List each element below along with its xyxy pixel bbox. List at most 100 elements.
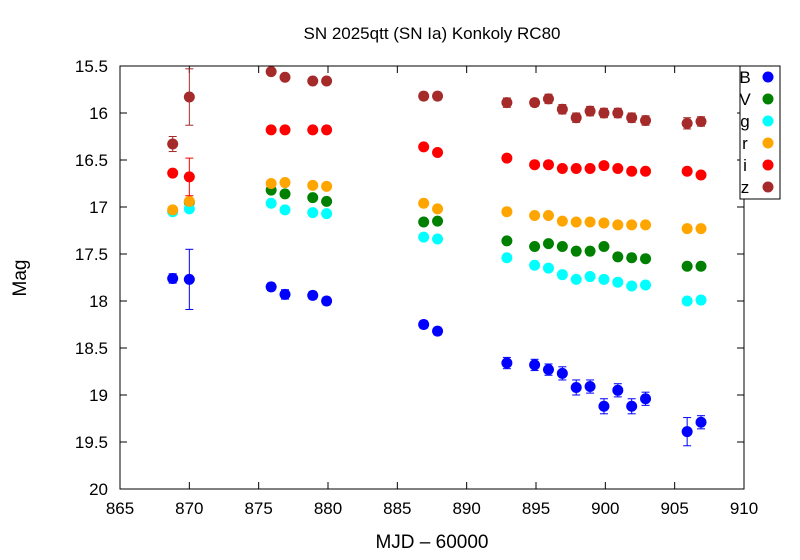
data-point — [501, 206, 513, 218]
data-point — [612, 384, 624, 396]
y-tick-label: 19.5 — [75, 433, 108, 452]
data-point — [279, 188, 291, 200]
data-point — [529, 209, 541, 221]
data-point — [542, 238, 554, 250]
x-tick-label: 875 — [244, 499, 272, 518]
data-point — [542, 262, 554, 274]
data-point — [681, 165, 693, 177]
data-point — [432, 203, 444, 215]
data-point — [570, 216, 582, 228]
data-point — [183, 195, 195, 207]
data-point — [167, 138, 179, 150]
x-tick-label: 870 — [175, 499, 203, 518]
x-tick-label: 890 — [452, 499, 480, 518]
x-tick-label: 895 — [522, 499, 550, 518]
data-point — [279, 204, 291, 216]
data-point — [183, 171, 195, 183]
y-tick-label: 19 — [89, 386, 108, 405]
data-point — [612, 276, 624, 288]
data-point — [432, 325, 444, 337]
data-point — [279, 124, 291, 136]
data-point — [279, 288, 291, 300]
data-point — [584, 245, 596, 257]
data-point — [695, 223, 707, 235]
data-point — [432, 146, 444, 158]
data-point — [626, 165, 638, 177]
y-tick-label: 17 — [89, 198, 108, 217]
data-point — [501, 152, 513, 164]
data-point — [307, 75, 319, 87]
data-point — [542, 93, 554, 105]
data-point — [640, 393, 652, 405]
data-point — [307, 192, 319, 204]
data-point — [321, 295, 333, 307]
y-tick-label: 15.5 — [75, 57, 108, 76]
y-tick-label: 17.5 — [75, 245, 108, 264]
data-point — [183, 203, 195, 215]
data-point — [501, 252, 513, 264]
data-point — [418, 141, 430, 153]
data-point — [542, 159, 554, 171]
data-point — [681, 223, 693, 235]
data-point — [556, 367, 568, 379]
x-tick-label: 885 — [383, 499, 411, 518]
x-axis-label: MJD – 60000 — [375, 532, 488, 553]
data-point — [640, 253, 652, 265]
data-point — [640, 219, 652, 231]
x-tick-label: 865 — [106, 499, 134, 518]
data-point — [279, 177, 291, 189]
legend-marker — [762, 71, 774, 83]
data-point — [529, 159, 541, 171]
data-point — [681, 295, 693, 307]
chart-title: SN 2025qtt (SN Ia) Konkoly RC80 — [303, 24, 560, 43]
legend-label: z — [741, 178, 750, 197]
data-point — [584, 271, 596, 283]
series-r — [167, 177, 707, 235]
data-series — [167, 66, 707, 447]
x-tick-label: 910 — [730, 499, 758, 518]
data-point — [167, 204, 179, 216]
y-tick-label: 16.5 — [75, 151, 108, 170]
x-tick-label: 905 — [660, 499, 688, 518]
data-point — [626, 400, 638, 412]
legend-marker — [762, 93, 774, 105]
data-point — [265, 281, 277, 293]
data-point — [598, 107, 610, 119]
data-point — [695, 169, 707, 181]
legend-marker — [762, 115, 774, 127]
y-tick-label: 18.5 — [75, 339, 108, 358]
y-tick-label: 18 — [89, 292, 108, 311]
data-point — [640, 115, 652, 127]
data-point — [265, 124, 277, 136]
data-point — [570, 245, 582, 257]
data-point — [501, 357, 513, 369]
data-point — [612, 251, 624, 263]
data-point — [598, 217, 610, 229]
data-point — [418, 231, 430, 243]
data-point — [695, 416, 707, 428]
data-point — [556, 103, 568, 115]
data-point — [321, 180, 333, 192]
data-point — [321, 124, 333, 136]
data-point — [584, 216, 596, 228]
data-point — [640, 279, 652, 291]
y-axis-label: Mag — [10, 260, 31, 297]
data-point — [584, 105, 596, 117]
data-point — [265, 66, 277, 78]
data-point — [501, 235, 513, 247]
data-point — [584, 381, 596, 393]
data-point — [570, 112, 582, 124]
data-point — [321, 75, 333, 87]
x-tick-label: 880 — [314, 499, 342, 518]
series-B — [167, 248, 707, 447]
data-point — [626, 219, 638, 231]
legend-label: g — [740, 112, 749, 131]
data-point — [626, 112, 638, 124]
legend-marker — [762, 137, 774, 149]
data-point — [529, 259, 541, 271]
data-point — [640, 165, 652, 177]
data-point — [598, 160, 610, 172]
data-point — [432, 90, 444, 102]
data-point — [584, 162, 596, 174]
